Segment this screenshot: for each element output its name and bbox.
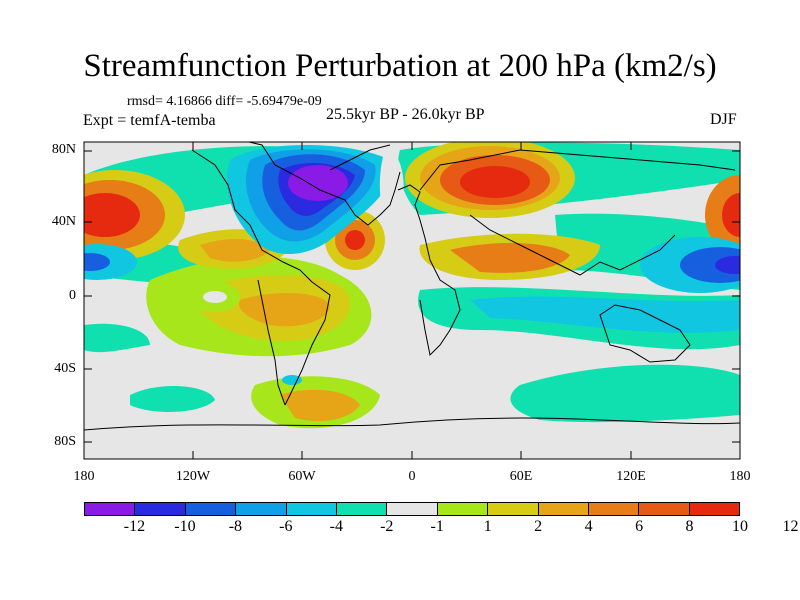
colorbar-label: -2: [380, 518, 394, 535]
lon-label-120e: 120E: [616, 469, 646, 484]
lat-label-80n: 80N: [51, 142, 76, 157]
lon-label-0: 0: [408, 469, 416, 484]
lon-label-180w: 180: [73, 469, 95, 484]
colorbar-label: 6: [635, 518, 644, 535]
map-title: Streamfunction Perturbation at 200 hPa (…: [83, 48, 717, 84]
lon-label-120w: 120W: [175, 469, 211, 484]
colorbar-cell: [387, 503, 438, 515]
coastlines: [84, 142, 740, 431]
colorbar-label: 4: [584, 518, 593, 535]
colorbar-cell: [135, 503, 186, 515]
axis-ticks: [84, 142, 740, 459]
colorbar-cell: [85, 503, 136, 515]
colorbar-label: 2: [534, 518, 543, 535]
experiment-label: Expt = temfA-temba: [83, 112, 216, 129]
lat-label-40s: 40S: [54, 361, 76, 376]
colorbar-cell: [538, 503, 589, 515]
lat-label-0: 0: [69, 288, 76, 303]
colorbar-label: -8: [228, 518, 243, 535]
colorbar-label: 12: [782, 518, 799, 535]
colorbar: [84, 502, 740, 516]
colorbar-cell: [588, 503, 640, 515]
period-label: 25.5kyr BP - 26.0kyr BP: [326, 106, 485, 123]
colorbar-label: 1: [483, 518, 492, 535]
colorbar-label: -12: [123, 518, 146, 535]
colorbar-label: 8: [685, 518, 694, 535]
season-label: DJF: [710, 111, 737, 128]
colorbar-cell: [236, 503, 287, 515]
colorbar-cell: [286, 503, 337, 515]
lat-label-40n: 40N: [51, 214, 76, 229]
colorbar-label: 10: [732, 518, 748, 535]
colorbar-label: -6: [279, 518, 293, 535]
colorbar-label: -4: [329, 518, 343, 535]
colorbar-label: -1: [430, 518, 444, 535]
colorbar-cell: [185, 503, 237, 515]
rmsd-diff-label: rmsd= 4.16866 diff= -5.69479e-09: [127, 94, 322, 109]
lon-label-60w: 60W: [288, 469, 316, 484]
colorbar-cell: [639, 503, 690, 515]
lat-label-80s: 80S: [54, 434, 76, 449]
colorbar-cell: [689, 503, 740, 515]
lon-label-60e: 60E: [509, 469, 533, 484]
colorbar-cell: [336, 503, 388, 515]
contour-fill: [84, 142, 740, 429]
lon-label-180e: 180: [729, 469, 751, 484]
colorbar-cell: [437, 503, 489, 515]
colorbar-cell: [488, 503, 539, 515]
colorbar-label: -10: [174, 518, 196, 535]
